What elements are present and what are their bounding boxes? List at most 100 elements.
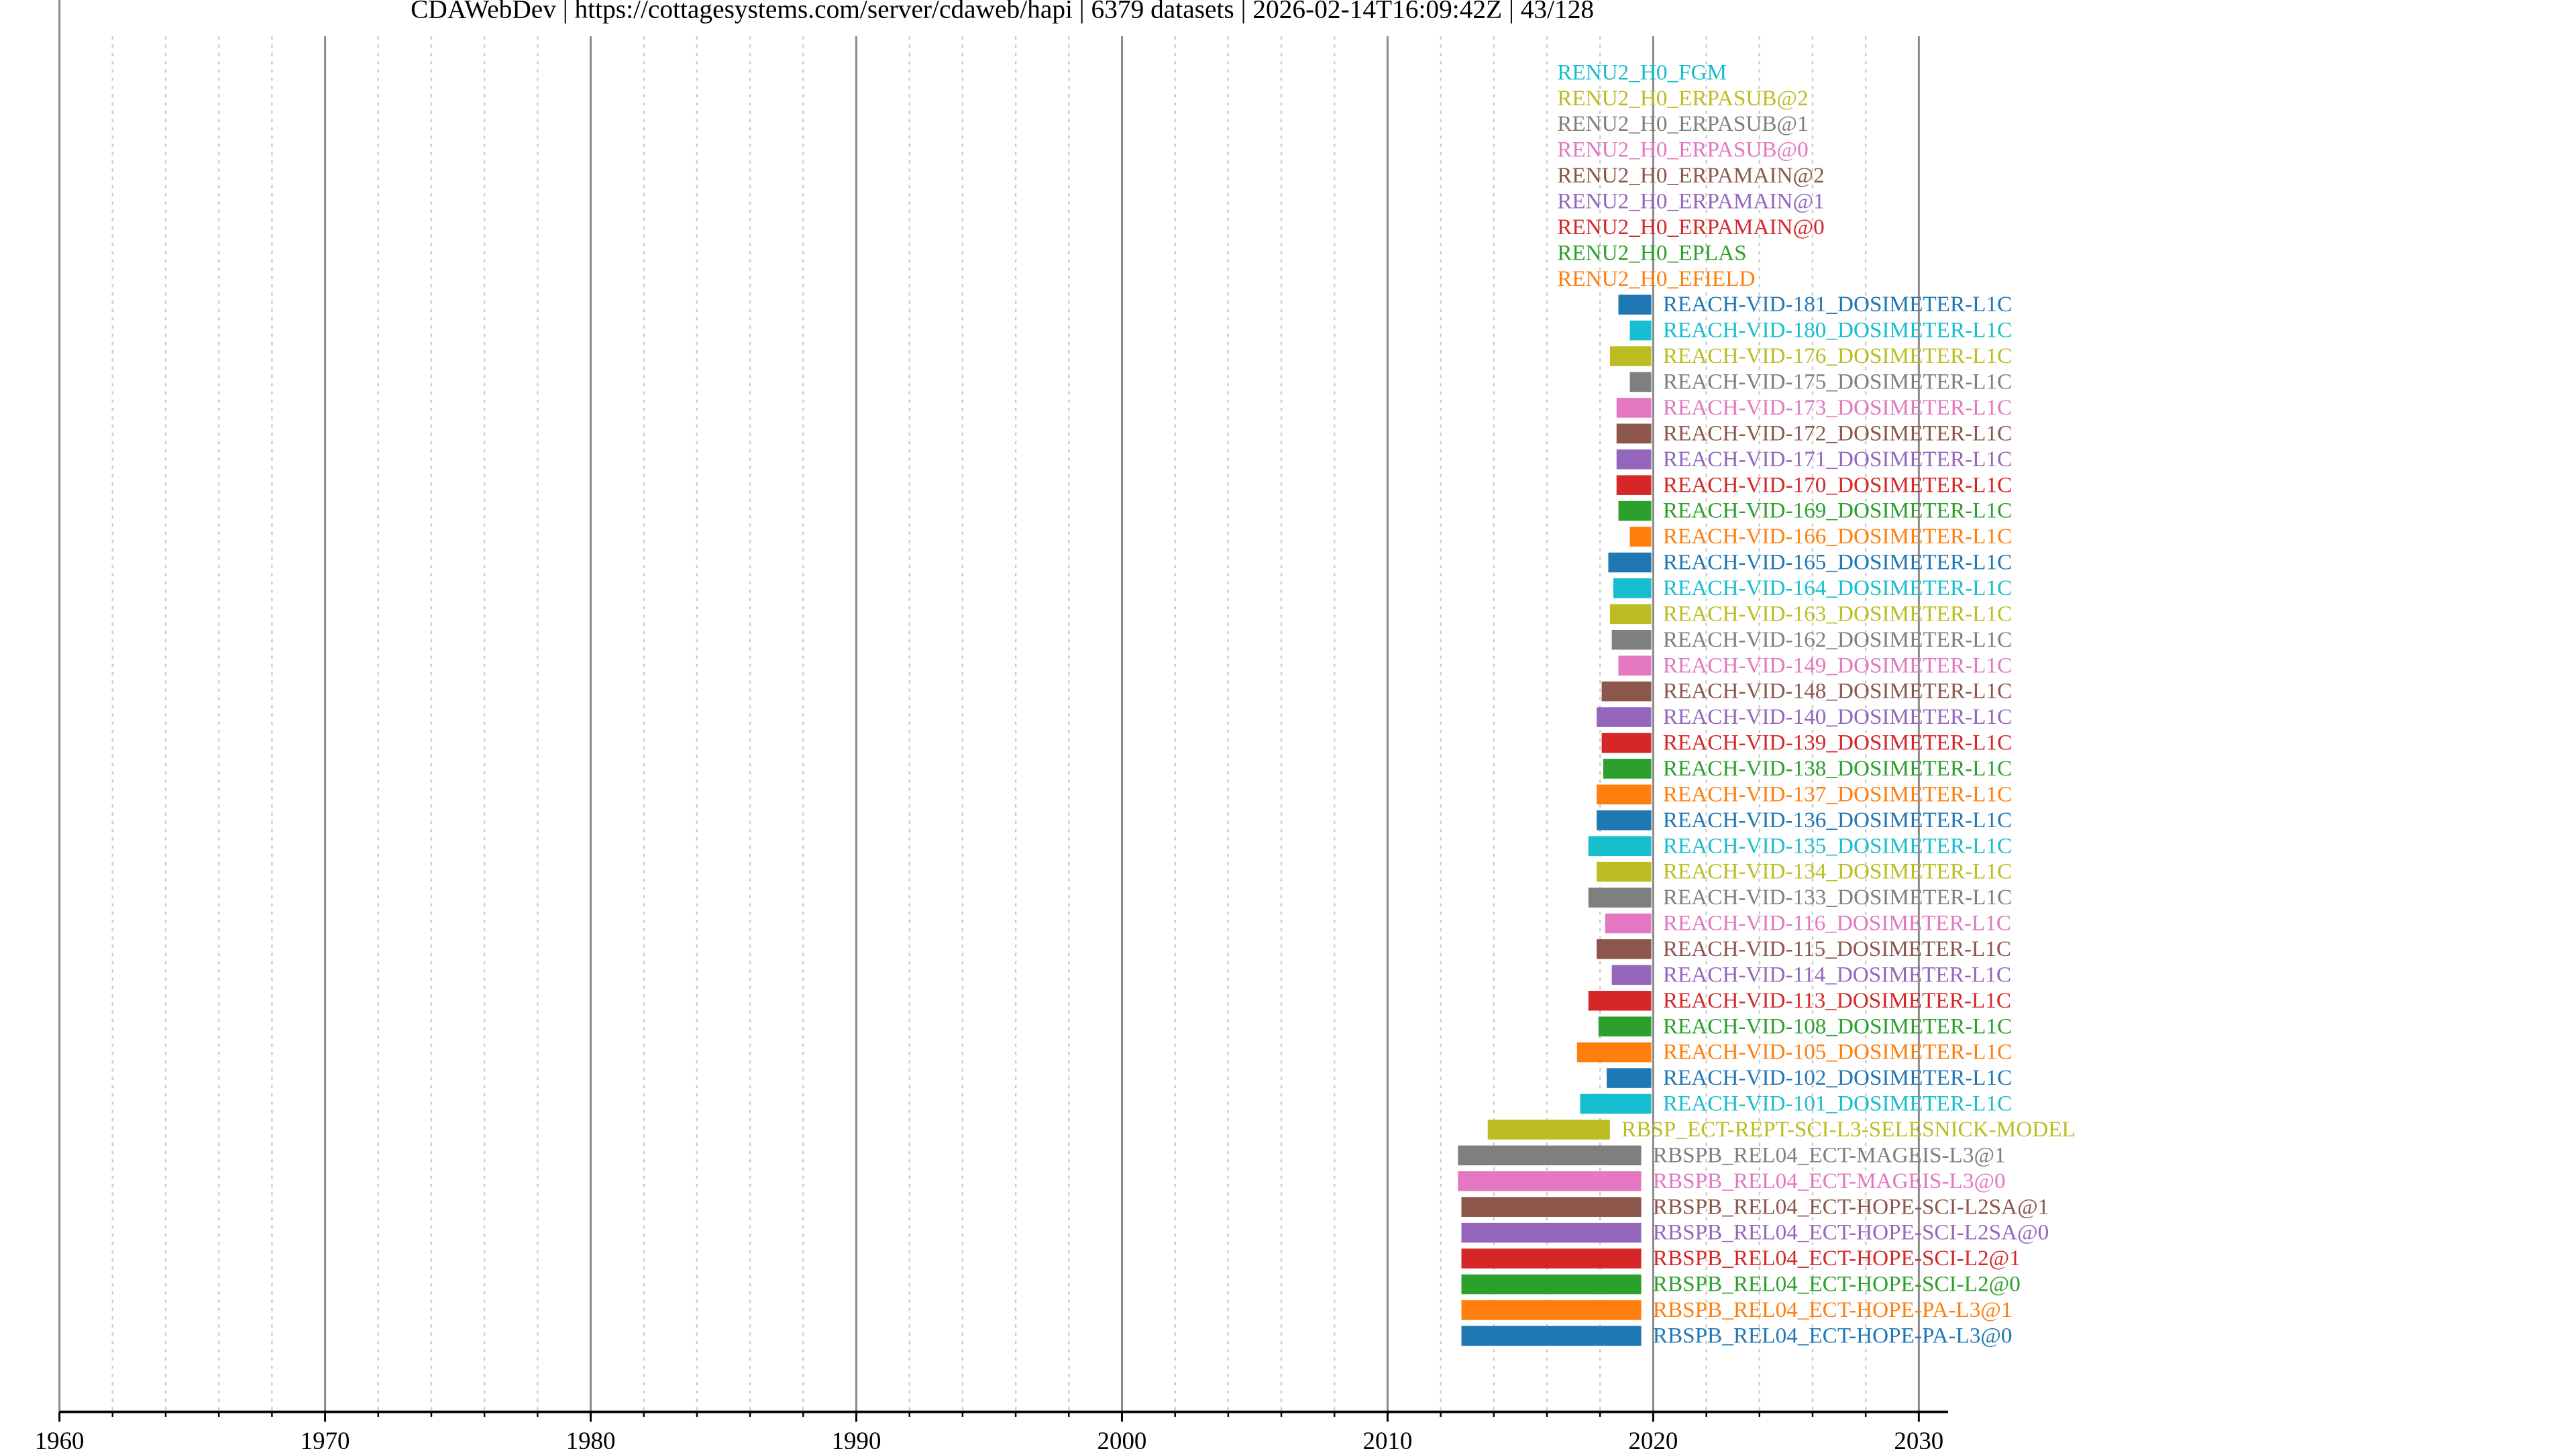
dataset-label: REACH-VID-108_DOSIMETER-L1C	[1663, 1014, 2012, 1038]
dataset-bar	[1629, 372, 1652, 392]
dataset-label: REACH-VID-101_DOSIMETER-L1C	[1663, 1091, 2012, 1116]
dataset-label: REACH-VID-163_DOSIMETER-L1C	[1663, 601, 2012, 626]
x-tick-label: 2000	[1097, 1427, 1147, 1449]
dataset-label: RBSPB_REL04_ECT-HOPE-SCI-L2@1	[1653, 1246, 2021, 1271]
dataset-label: RENU2_H0_ERPASUB@1	[1557, 111, 1809, 136]
dataset-label: RBSPB_REL04_ECT-HOPE-SCI-L2SA@0	[1653, 1220, 2049, 1245]
dataset-label: REACH-VID-134_DOSIMETER-L1C	[1663, 859, 2012, 884]
dataset-bar	[1597, 810, 1652, 830]
dataset-bar	[1629, 527, 1652, 547]
x-tick-label: 2020	[1628, 1427, 1678, 1449]
dataset-bar	[1601, 733, 1652, 753]
dataset-bar	[1601, 681, 1652, 702]
dataset-label: REACH-VID-105_DOSIMETER-L1C	[1663, 1040, 2012, 1065]
dataset-label: REACH-VID-171_DOSIMETER-L1C	[1663, 447, 2012, 472]
dataset-label: RBSPB_REL04_ECT-MAGEIS-L3@0	[1653, 1169, 2006, 1193]
dataset-label: REACH-VID-133_DOSIMETER-L1C	[1663, 885, 2012, 910]
dataset-bar	[1616, 475, 1652, 495]
dataset-bar	[1616, 423, 1652, 444]
dataset-label: RENU2_H0_ERPAMAIN@0	[1557, 215, 1825, 239]
dataset-bar	[1580, 1093, 1652, 1114]
x-tick-label: 2030	[1894, 1427, 1943, 1449]
dataset-label: RENU2_H0_EPLAS	[1557, 240, 1746, 265]
dataset-label: REACH-VID-164_DOSIMETER-L1C	[1663, 576, 2012, 600]
dataset-label: REACH-VID-181_DOSIMETER-L1C	[1663, 292, 2012, 317]
dataset-label: RBSP_ECT-REPT-SCI-L3-SELESNICK-MODEL	[1621, 1117, 2076, 1142]
dataset-label: RENU2_H0_ERPAMAIN@1	[1557, 189, 1825, 214]
dataset-bar	[1588, 991, 1652, 1011]
x-tick-label: 1980	[566, 1427, 616, 1449]
dataset-bar	[1597, 784, 1652, 805]
dataset-bar	[1609, 346, 1652, 366]
chart-title: CDAWebDev | https://cottagesystems.com/s…	[411, 0, 1594, 23]
x-tick-label: 2010	[1363, 1427, 1413, 1449]
dataset-bar	[1598, 1016, 1652, 1036]
dataset-label: REACH-VID-173_DOSIMETER-L1C	[1663, 395, 2012, 420]
dataset-label: REACH-VID-136_DOSIMETER-L1C	[1663, 808, 2012, 833]
dataset-bar	[1607, 1068, 1652, 1088]
dataset-label: REACH-VID-170_DOSIMETER-L1C	[1663, 472, 2012, 497]
dataset-label: REACH-VID-140_DOSIMETER-L1C	[1663, 704, 2012, 729]
dataset-label: REACH-VID-176_DOSIMETER-L1C	[1663, 343, 2012, 368]
dataset-bar	[1618, 294, 1652, 315]
dataset-bar	[1608, 552, 1652, 573]
dataset-bar	[1458, 1145, 1642, 1166]
dataset-label: REACH-VID-115_DOSIMETER-L1C	[1663, 936, 2011, 961]
dataset-bar	[1461, 1248, 1642, 1269]
dataset-label: REACH-VID-162_DOSIMETER-L1C	[1663, 627, 2012, 652]
dataset-bar	[1609, 604, 1652, 625]
dataset-label: REACH-VID-114_DOSIMETER-L1C	[1663, 962, 2011, 987]
dataset-bar	[1461, 1300, 1642, 1320]
dataset-bar	[1461, 1274, 1642, 1295]
dataset-label: RBSPB_REL04_ECT-HOPE-SCI-L2@0	[1653, 1272, 2021, 1297]
dataset-bar	[1616, 449, 1652, 470]
dataset-bar	[1613, 578, 1652, 598]
dataset-label: RENU2_H0_EFIELD	[1557, 266, 1755, 291]
dataset-bar	[1597, 939, 1652, 959]
dataset-label: REACH-VID-137_DOSIMETER-L1C	[1663, 782, 2012, 806]
dataset-label: RENU2_H0_ERPASUB@0	[1557, 138, 1809, 162]
dataset-bar	[1616, 398, 1652, 418]
dataset-label: RENU2_H0_ERPAMAIN@2	[1557, 163, 1825, 188]
dataset-bar	[1588, 888, 1652, 908]
dataset-bar	[1461, 1197, 1642, 1217]
dataset-label: RBSPB_REL04_ECT-MAGEIS-L3@1	[1653, 1142, 2006, 1167]
dataset-bar	[1487, 1120, 1610, 1140]
dataset-label: REACH-VID-135_DOSIMETER-L1C	[1663, 833, 2012, 858]
dataset-label: REACH-VID-175_DOSIMETER-L1C	[1663, 370, 2012, 394]
dataset-bar	[1461, 1222, 1642, 1243]
dataset-label: RENU2_H0_ERPASUB@2	[1557, 86, 1809, 111]
dataset-bar	[1611, 965, 1652, 985]
dataset-label: REACH-VID-116_DOSIMETER-L1C	[1663, 911, 2011, 936]
x-tick-label: 1960	[35, 1427, 85, 1449]
dataset-label: RBSPB_REL04_ECT-HOPE-PA-L3@0	[1653, 1323, 2012, 1348]
dataset-label: RBSPB_REL04_ECT-HOPE-SCI-L2SA@1	[1653, 1194, 2049, 1219]
dataset-bar	[1597, 707, 1652, 727]
dataset-bar	[1603, 759, 1652, 779]
dataset-label: REACH-VID-180_DOSIMETER-L1C	[1663, 318, 2012, 343]
dataset-label: REACH-VID-169_DOSIMETER-L1C	[1663, 498, 2012, 523]
dataset-label: REACH-VID-148_DOSIMETER-L1C	[1663, 679, 2012, 704]
dataset-bar	[1618, 655, 1652, 676]
dataset-bar	[1629, 320, 1652, 341]
dataset-bar	[1588, 836, 1652, 856]
dataset-bar	[1458, 1171, 1642, 1191]
dataset-bar	[1611, 629, 1652, 650]
x-tick-label: 1970	[301, 1427, 350, 1449]
dataset-label: REACH-VID-102_DOSIMETER-L1C	[1663, 1065, 2012, 1090]
dataset-bar	[1618, 500, 1652, 521]
dataset-label: REACH-VID-139_DOSIMETER-L1C	[1663, 731, 2012, 755]
dataset-bar	[1461, 1326, 1642, 1346]
dataset-label: RENU2_H0_FGM	[1557, 60, 1727, 85]
dataset-bar	[1576, 1042, 1652, 1063]
x-tick-label: 1990	[832, 1427, 881, 1449]
dataset-bar	[1605, 913, 1652, 934]
dataset-label: REACH-VID-166_DOSIMETER-L1C	[1663, 524, 2012, 549]
dataset-label: REACH-VID-113_DOSIMETER-L1C	[1663, 988, 2011, 1013]
dataset-label: RBSPB_REL04_ECT-HOPE-PA-L3@1	[1653, 1297, 2012, 1322]
dataset-label: REACH-VID-149_DOSIMETER-L1C	[1663, 653, 2012, 678]
dataset-label: REACH-VID-165_DOSIMETER-L1C	[1663, 550, 2012, 575]
dataset-label: REACH-VID-172_DOSIMETER-L1C	[1663, 421, 2012, 445]
